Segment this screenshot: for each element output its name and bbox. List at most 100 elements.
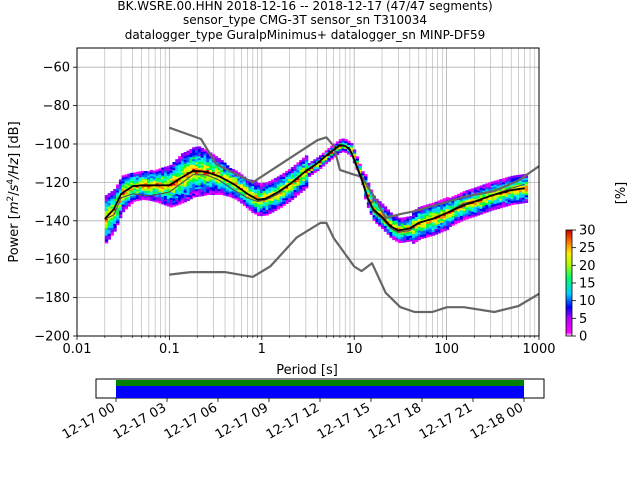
heatmap-cell <box>279 174 283 178</box>
heatmap-cell <box>369 210 374 214</box>
heatmap-cell <box>178 192 182 196</box>
heatmap-cell <box>138 180 143 184</box>
heatmap-cell <box>423 224 427 227</box>
heatmap-cell <box>482 211 486 214</box>
heatmap-cell <box>273 206 278 210</box>
heatmap-cell <box>158 172 162 175</box>
heatmap-cell <box>440 230 444 233</box>
heatmap-cell <box>409 231 413 234</box>
heatmap-cell <box>186 156 190 159</box>
heatmap-cell <box>271 204 275 207</box>
heatmap-cell <box>175 187 179 191</box>
heatmap-cell <box>302 178 306 182</box>
heatmap-cell <box>409 223 413 227</box>
heatmap-cell <box>299 177 303 180</box>
heatmap-cell <box>468 198 472 202</box>
heatmap-cell <box>507 195 512 199</box>
heatmap-cell <box>513 200 517 203</box>
heatmap-cell <box>513 183 517 186</box>
heatmap-cell <box>423 212 427 216</box>
heatmap-cell <box>110 225 114 228</box>
heatmap-cell <box>178 171 182 174</box>
heatmap-cell <box>206 173 210 176</box>
heatmap-cell <box>358 163 362 167</box>
heatmap-cell <box>248 193 252 196</box>
heatmap-cell <box>519 180 523 183</box>
heatmap-cell <box>271 206 275 209</box>
timeline-tick-label: 12-17 06 <box>162 400 220 442</box>
heatmap-cell <box>256 211 261 215</box>
heatmap-cell <box>411 237 416 240</box>
heatmap-cell <box>457 211 461 214</box>
heatmap-cell <box>217 181 221 184</box>
heatmap-cell <box>313 166 317 170</box>
heatmap-cell <box>245 180 250 184</box>
heatmap-cell <box>163 180 168 183</box>
heatmap-cell <box>451 211 455 215</box>
heatmap-cell <box>338 148 343 152</box>
heatmap-cell <box>220 183 224 186</box>
heatmap-cell <box>293 191 298 194</box>
heatmap-cell <box>183 182 188 186</box>
heatmap-cell <box>440 224 444 227</box>
heatmap-cell <box>211 167 216 171</box>
heatmap-cell <box>299 175 303 178</box>
heatmap-cell <box>178 158 182 161</box>
heatmap-cell <box>183 151 188 155</box>
heatmap-cell <box>375 219 379 223</box>
heatmap-cell <box>135 194 140 198</box>
heatmap-cell <box>316 165 320 168</box>
heatmap-cell <box>513 186 517 190</box>
heatmap-cell <box>403 238 407 241</box>
heatmap-cell <box>169 199 174 202</box>
heatmap-cell <box>194 165 199 169</box>
heatmap-cell <box>327 149 331 153</box>
y-tick-label: −80 <box>43 99 70 114</box>
heatmap-cell <box>166 179 171 182</box>
heatmap-cell <box>163 199 168 202</box>
heatmap-cell <box>209 160 213 163</box>
heatmap-cell <box>335 143 340 146</box>
heatmap-cell <box>366 194 371 197</box>
heatmap-cell <box>141 197 145 201</box>
heatmap-cell <box>442 228 447 232</box>
heatmap-cell <box>310 161 314 164</box>
heatmap-cell <box>240 201 244 204</box>
heatmap-cell <box>161 173 165 176</box>
heatmap-cell <box>152 182 157 185</box>
heatmap-cell <box>254 192 258 196</box>
heatmap-cell <box>400 227 405 230</box>
heatmap-cell <box>437 227 441 230</box>
heatmap-cell <box>465 192 469 195</box>
heatmap-cell <box>116 207 120 210</box>
heatmap-cell <box>417 207 422 210</box>
heatmap-cell <box>428 232 433 235</box>
heatmap-cell <box>431 208 436 211</box>
heatmap-cell <box>135 173 140 177</box>
x-tick-label: 0.1 <box>159 342 180 357</box>
heatmap-cell <box>383 227 388 230</box>
heatmap-cell <box>426 229 430 232</box>
heatmap-cell <box>200 184 205 187</box>
heatmap-cell <box>104 241 109 244</box>
heatmap-cell <box>299 167 303 171</box>
heatmap-cell <box>316 159 320 162</box>
heatmap-cell <box>519 189 523 193</box>
heatmap-cell <box>271 183 275 186</box>
heatmap-cell <box>510 191 515 194</box>
heatmap-cell <box>194 161 199 165</box>
heatmap-cell <box>262 201 267 205</box>
heatmap-cell <box>369 199 374 202</box>
heatmap-cell <box>485 187 489 190</box>
heatmap-cell <box>107 237 112 240</box>
colorbar-tick-label: 0 <box>579 330 587 345</box>
heatmap-cell <box>144 182 148 185</box>
heatmap-cell <box>149 187 154 190</box>
heatmap-cell <box>445 204 450 208</box>
heatmap-cell <box>282 203 286 206</box>
heatmap-cell <box>144 197 148 201</box>
heatmap-cell <box>471 213 475 216</box>
heatmap-cell <box>265 203 269 206</box>
heatmap-cell <box>256 209 261 213</box>
heatmap-cell <box>194 158 199 161</box>
